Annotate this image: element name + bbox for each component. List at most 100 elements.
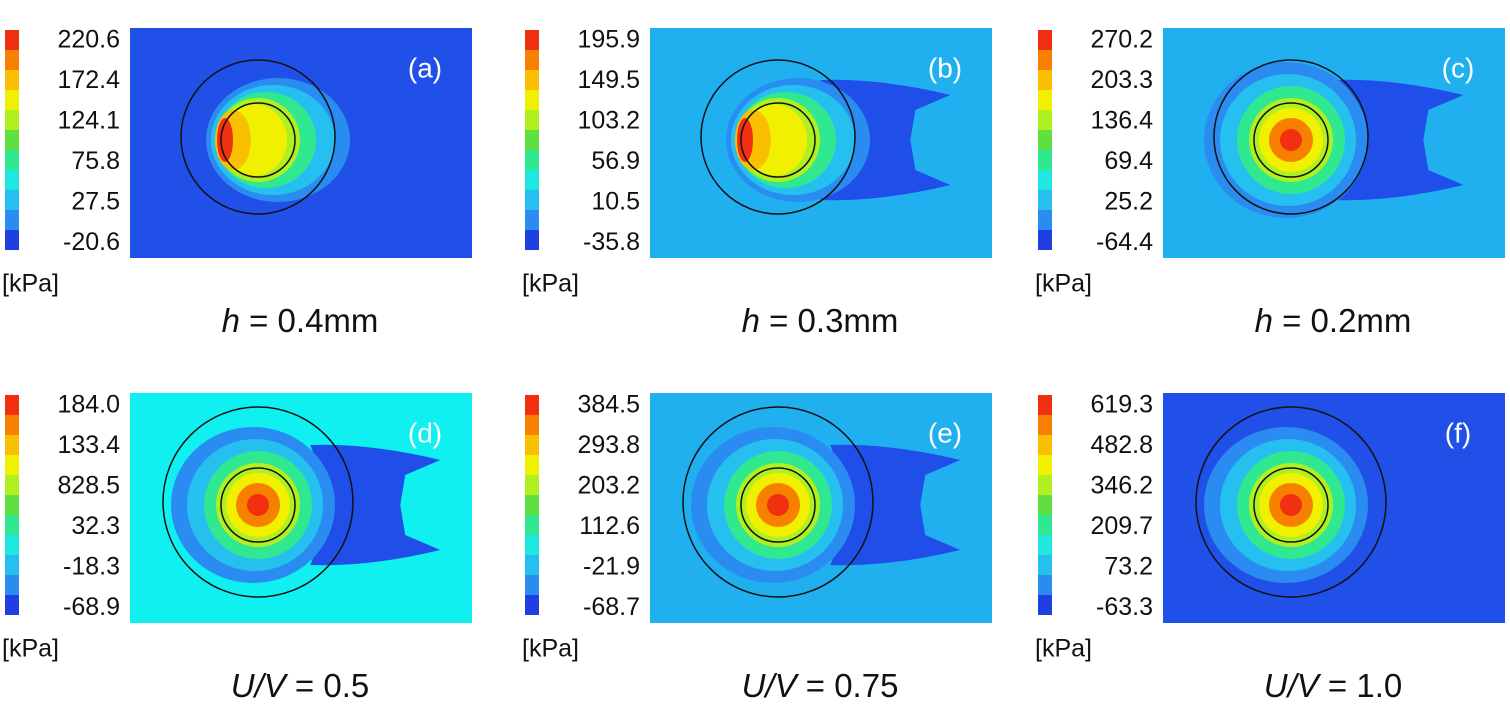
caption-value: = 0.3mm <box>769 302 898 339</box>
colorbar-band <box>525 595 539 615</box>
colorbar-band <box>5 475 19 495</box>
panel-label: (b) <box>928 52 962 83</box>
colorbar-tick-label: 209.7 <box>1090 512 1153 540</box>
caption: U/V = 1.0 <box>1264 667 1403 704</box>
caption: U/V = 0.5 <box>231 667 370 704</box>
panel-label: (d) <box>408 417 442 448</box>
colorbar-tick-label: 203.2 <box>577 472 640 500</box>
colorbar-band <box>5 595 19 615</box>
colorbar-band <box>525 495 539 515</box>
colorbar-band <box>5 455 19 475</box>
unit-label: [kPa] <box>1035 635 1092 663</box>
colorbar-band <box>5 535 19 555</box>
wake <box>310 444 441 566</box>
colorbar-band <box>525 435 539 455</box>
colorbar-band <box>5 190 19 210</box>
caption-space <box>797 667 806 704</box>
wake <box>830 444 961 566</box>
contour-band <box>767 494 789 516</box>
caption-param: U/V <box>231 667 289 704</box>
colorbar-tick-label: 32.3 <box>71 512 120 540</box>
colorbar-tick-label: 184.0 <box>57 391 120 419</box>
outer-circle <box>682 406 874 598</box>
colorbar-band <box>525 475 539 495</box>
colorbar-band <box>525 90 539 110</box>
colorbar-tick-label: -63.3 <box>1096 593 1153 621</box>
caption-param: U/V <box>742 667 800 704</box>
outer-circle <box>700 59 856 215</box>
colorbar-band <box>1038 515 1052 535</box>
colorbar-band <box>525 395 539 415</box>
colorbar-tick-label: 69.4 <box>1104 147 1153 175</box>
colorbar-tick-label: 136.4 <box>1090 107 1153 135</box>
colorbar-band <box>1038 210 1052 230</box>
unit-label: [kPa] <box>2 270 59 298</box>
colorbar-tick-label: -35.8 <box>583 228 640 256</box>
colorbar-band <box>1038 495 1052 515</box>
panel: 270.2 203.3 136.4 69.4 25.2 -64.4[kPa] (c) h = … <box>1035 26 1505 339</box>
inner-circle <box>1253 102 1329 178</box>
caption-param: h <box>1255 302 1273 339</box>
inner-circle <box>1253 467 1329 543</box>
caption: h = 0.2mm <box>1255 302 1412 339</box>
caption-param: h <box>222 302 240 339</box>
colorbar-band <box>1038 535 1052 555</box>
contour-band <box>217 118 233 162</box>
colorbar-band <box>5 435 19 455</box>
panel: 619.3 482.8 346.2 209.7 73.2 -63.3[kPa] (f) U/V… <box>1035 391 1505 704</box>
inner-circle <box>740 102 816 178</box>
colorbar-band <box>5 395 19 415</box>
contour-plot <box>130 393 472 623</box>
colorbar-band <box>525 130 539 150</box>
colorbar-tick-label: 220.6 <box>57 26 120 54</box>
colorbar-tick-label: -21.9 <box>583 553 640 581</box>
colorbar-band <box>5 150 19 170</box>
colorbar-band <box>525 555 539 575</box>
colorbar-band <box>525 515 539 535</box>
colorbar-tick-label: 195.9 <box>577 26 640 54</box>
panel-label: (f) <box>1445 417 1471 448</box>
colorbar-band <box>5 70 19 90</box>
colorbar-band <box>5 210 19 230</box>
colorbar-band <box>1038 170 1052 190</box>
colorbar-tick-label: -18.3 <box>63 553 120 581</box>
contour-band <box>247 494 269 516</box>
outer-circle <box>162 406 354 598</box>
colorbar-band <box>525 415 539 435</box>
colorbar-band <box>1038 150 1052 170</box>
colorbar-band <box>1038 555 1052 575</box>
colorbar-tick-label: 346.2 <box>1090 472 1153 500</box>
colorbar-band <box>1038 70 1052 90</box>
caption-param: U/V <box>1264 667 1322 704</box>
colorbar-band <box>525 575 539 595</box>
colorbar-tick-label: -64.4 <box>1096 228 1153 256</box>
colorbar-band <box>5 30 19 50</box>
contour-plot <box>1163 28 1505 258</box>
colorbar-band <box>5 575 19 595</box>
colorbar-tick-label: 124.1 <box>57 107 120 135</box>
colorbar-band <box>525 190 539 210</box>
caption-space <box>1319 667 1328 704</box>
colorbar-tick-label: 270.2 <box>1090 26 1153 54</box>
colorbar-band <box>525 170 539 190</box>
wake <box>1333 79 1464 201</box>
unit-label: [kPa] <box>1035 270 1092 298</box>
colorbar-tick-label: 482.8 <box>1090 431 1153 459</box>
colorbar-band <box>1038 415 1052 435</box>
colorbar-band <box>525 455 539 475</box>
panel: 384.5 293.8 203.2 112.6 -21.9 -68.7[kPa] (e) U/… <box>522 391 992 704</box>
colorbar-tick-label: 293.8 <box>577 431 640 459</box>
caption-value: = 1.0 <box>1328 667 1402 704</box>
contour-band <box>737 118 753 162</box>
caption-param: h <box>742 302 760 339</box>
panel-label: (c) <box>1442 52 1475 83</box>
caption-value: = 0.75 <box>806 667 899 704</box>
colorbar-tick-label: -68.7 <box>583 593 640 621</box>
colorbar-tick-label: -20.6 <box>63 228 120 256</box>
caption-space <box>760 302 769 339</box>
colorbar-band <box>1038 190 1052 210</box>
colorbar-band <box>5 230 19 250</box>
caption-value: = 0.4mm <box>249 302 378 339</box>
caption: h = 0.3mm <box>742 302 899 339</box>
